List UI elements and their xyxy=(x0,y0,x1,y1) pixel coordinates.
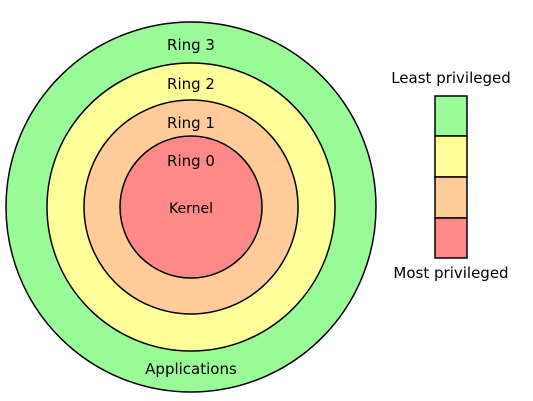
legend-swatch-ring-1 xyxy=(434,176,468,219)
ring-1-label: Ring 1 xyxy=(167,114,215,132)
ring-2-label: Ring 2 xyxy=(167,75,215,93)
applications-label: Applications xyxy=(145,360,237,378)
legend-swatch-ring-3 xyxy=(434,95,468,137)
ring-3-label: Ring 3 xyxy=(167,36,215,54)
kernel-label: Kernel xyxy=(169,201,213,217)
legend-swatch-ring-2 xyxy=(434,135,468,178)
ring-0-label: Ring 0 xyxy=(167,152,215,170)
legend-bottom-label: Most privileged xyxy=(393,264,508,282)
ring-0-area xyxy=(119,135,263,279)
legend-swatch-ring-0 xyxy=(434,217,468,259)
legend-top-label: Least privileged xyxy=(391,69,511,87)
